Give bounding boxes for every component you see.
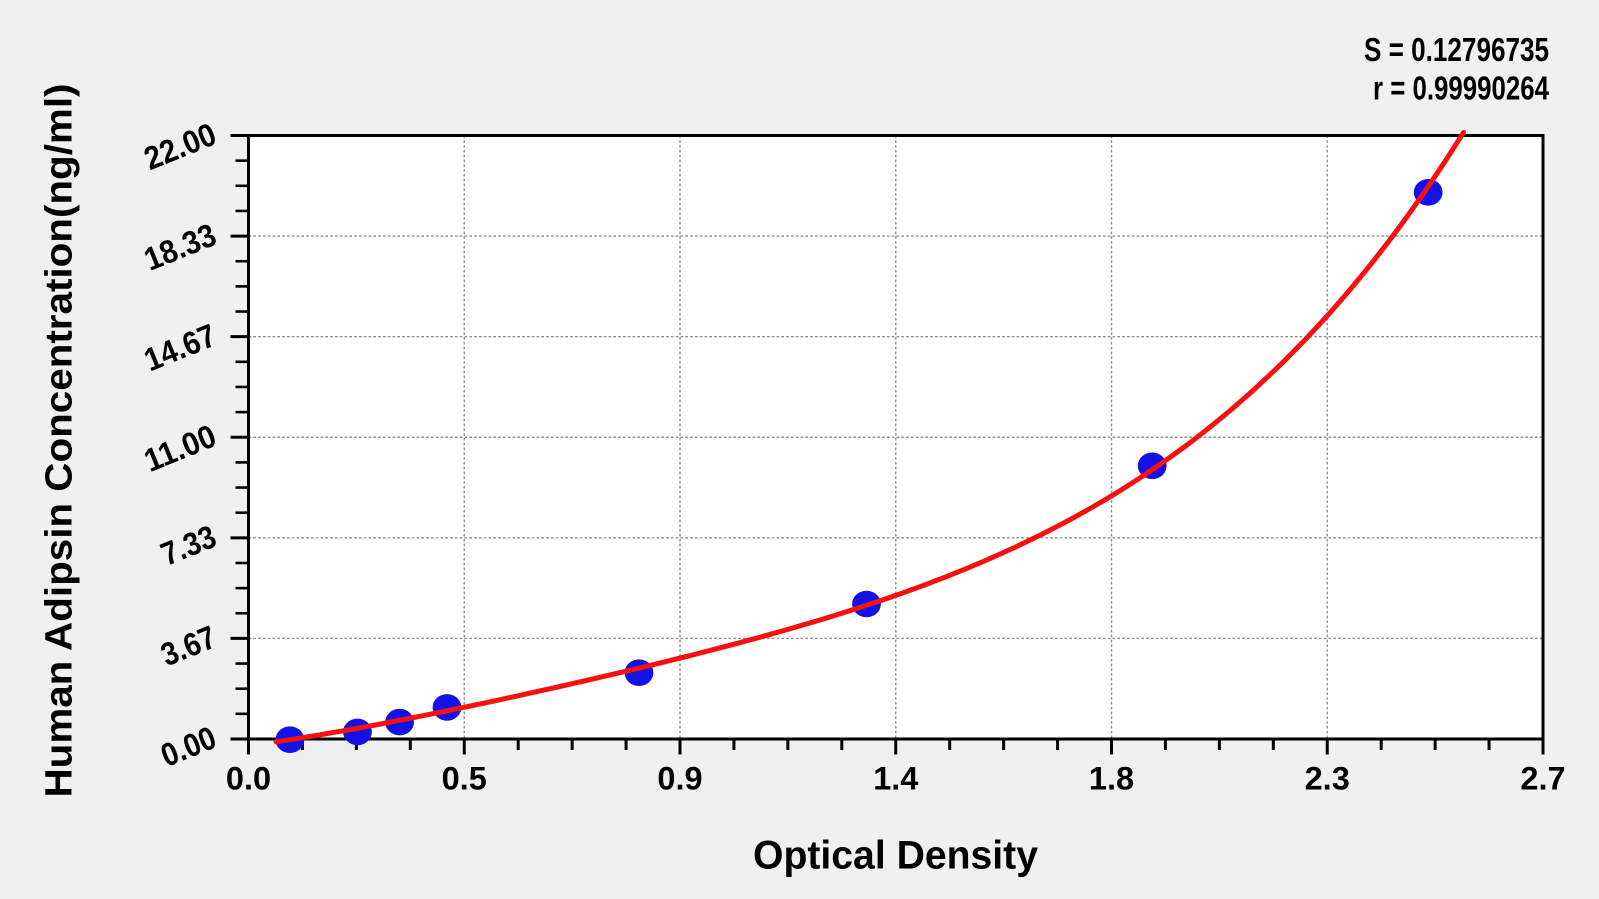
svg-text:0.5: 0.5: [442, 761, 487, 797]
svg-text:22.00: 22.00: [139, 116, 221, 177]
svg-text:11.00: 11.00: [139, 418, 221, 479]
svg-text:Human Adipsin Concentration(ng: Human Adipsin Concentration(ng/ml): [39, 84, 81, 798]
svg-text:3.67: 3.67: [156, 619, 221, 673]
svg-text:0.9: 0.9: [657, 761, 702, 797]
svg-text:18.33: 18.33: [139, 217, 221, 278]
svg-text:1.8: 1.8: [1089, 761, 1134, 797]
svg-text:r = 0.99990264: r = 0.99990264: [1373, 70, 1550, 107]
svg-text:0.00: 0.00: [156, 719, 221, 773]
svg-text:0.0: 0.0: [226, 761, 271, 797]
svg-text:Optical Density: Optical Density: [753, 834, 1039, 878]
svg-text:2.3: 2.3: [1305, 761, 1350, 797]
svg-text:2.7: 2.7: [1520, 761, 1565, 797]
svg-text:14.67: 14.67: [139, 317, 221, 378]
svg-text:1.4: 1.4: [873, 761, 918, 797]
svg-text:S = 0.12796735: S = 0.12796735: [1364, 31, 1549, 68]
svg-text:7.33: 7.33: [156, 518, 221, 572]
